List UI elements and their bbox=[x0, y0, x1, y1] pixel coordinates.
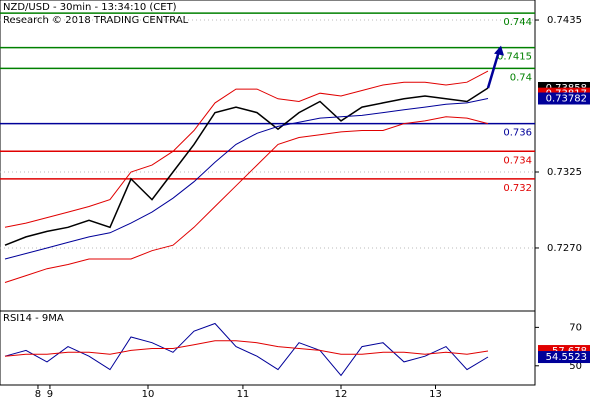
y-tick-label: 50 bbox=[569, 361, 582, 372]
level-label: 0.734 bbox=[503, 155, 532, 166]
level-label: 0.744 bbox=[503, 17, 532, 28]
level-label: 0.74 bbox=[510, 72, 532, 83]
arrow-head bbox=[494, 45, 504, 56]
x-tick-label: 12 bbox=[335, 389, 348, 400]
price-label: 54.5523 bbox=[546, 352, 587, 363]
frame bbox=[0, 0, 536, 386]
rsi-title: RSI14 - 9MA bbox=[3, 313, 64, 324]
series-line bbox=[4, 340, 489, 357]
price-label-box bbox=[538, 351, 590, 364]
x-tick-label: 11 bbox=[237, 389, 250, 400]
series-line bbox=[4, 70, 489, 228]
level-label: 0.736 bbox=[503, 128, 532, 139]
x-tick-label: 8 bbox=[35, 389, 41, 400]
x-tick-label: 13 bbox=[429, 389, 442, 400]
series-line bbox=[4, 98, 489, 260]
y-tick-label: 0.7270 bbox=[547, 243, 582, 254]
y-tick-label: 70 bbox=[569, 322, 582, 333]
chart-title: NZD/USD - 30min - 13:34:10 (CET) bbox=[3, 2, 177, 13]
x-tick-label: 9 bbox=[47, 389, 53, 400]
price-label-box bbox=[538, 92, 590, 105]
chart-subtitle: Research © 2018 TRADING CENTRAL bbox=[3, 15, 189, 26]
series-line bbox=[4, 87, 489, 246]
price-label: 0.73782 bbox=[546, 93, 587, 104]
x-tick-label: 10 bbox=[142, 389, 155, 400]
y-tick-label: 0.7325 bbox=[547, 167, 582, 178]
level-label: 0.732 bbox=[503, 183, 532, 194]
series-line bbox=[4, 116, 489, 283]
y-tick-label: 0.7435 bbox=[547, 15, 582, 26]
series-line bbox=[4, 322, 489, 377]
level-label: 0.7415 bbox=[497, 52, 532, 63]
